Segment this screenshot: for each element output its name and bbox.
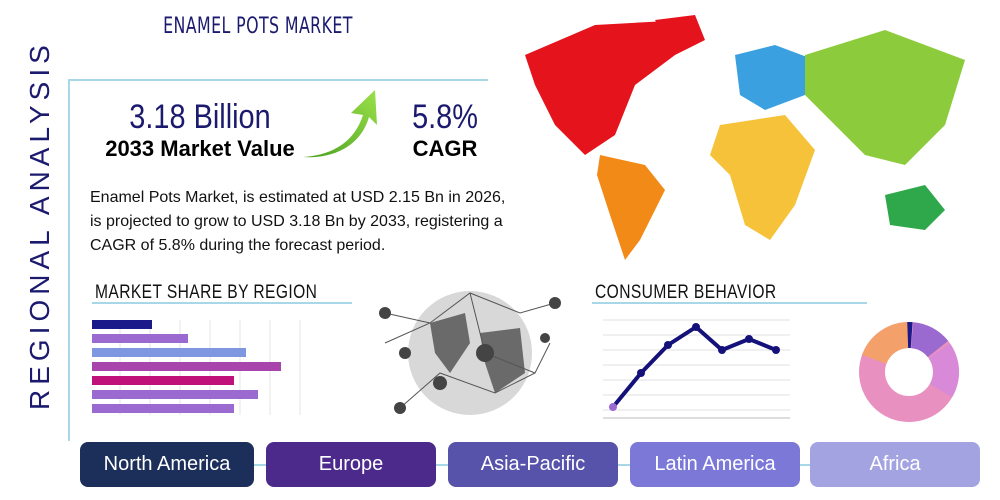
description: Enamel Pots Market, is estimated at USD …: [90, 189, 506, 254]
bar: [92, 320, 152, 329]
region-button-north-america[interactable]: North America: [80, 442, 254, 487]
network-globe-icon: [379, 291, 561, 415]
bar: [92, 348, 246, 357]
consumer-behavior-underline: [592, 302, 867, 304]
side-label: REGIONAL ANALYSIS: [24, 40, 55, 410]
donut-chart: [859, 322, 959, 422]
region-button-europe[interactable]: Europe: [266, 442, 436, 487]
consumer-behavior-line-chart: [603, 319, 790, 419]
market-share-title: MARKET SHARE BY REGION: [95, 282, 318, 303]
region-button-asia-pacific[interactable]: Asia-Pacific: [448, 442, 618, 487]
world-map: [525, 15, 965, 260]
bar: [92, 334, 188, 343]
market-value: 3.18 Billion: [129, 98, 271, 136]
frame-left-line: [68, 79, 70, 441]
region-button-latin-america[interactable]: Latin America: [630, 442, 800, 487]
region-button-africa[interactable]: Africa: [810, 442, 980, 487]
cagr-label: CAGR: [412, 136, 478, 161]
page-title: ENAMEL POTS MARKET: [163, 14, 353, 39]
bar: [92, 404, 234, 413]
market-share-bars: [92, 320, 301, 415]
consumer-behavior-title: CONSUMER BEHAVIOR: [595, 282, 777, 303]
growth-arrow-icon: [303, 90, 377, 158]
market-share-underline: [92, 302, 352, 304]
cagr-value: 5.8%: [412, 98, 478, 136]
market-value-label: 2033 Market Value: [105, 136, 295, 161]
bar: [92, 390, 258, 399]
bar: [92, 362, 281, 371]
frame-top-line: [68, 79, 488, 81]
bar: [92, 376, 234, 385]
